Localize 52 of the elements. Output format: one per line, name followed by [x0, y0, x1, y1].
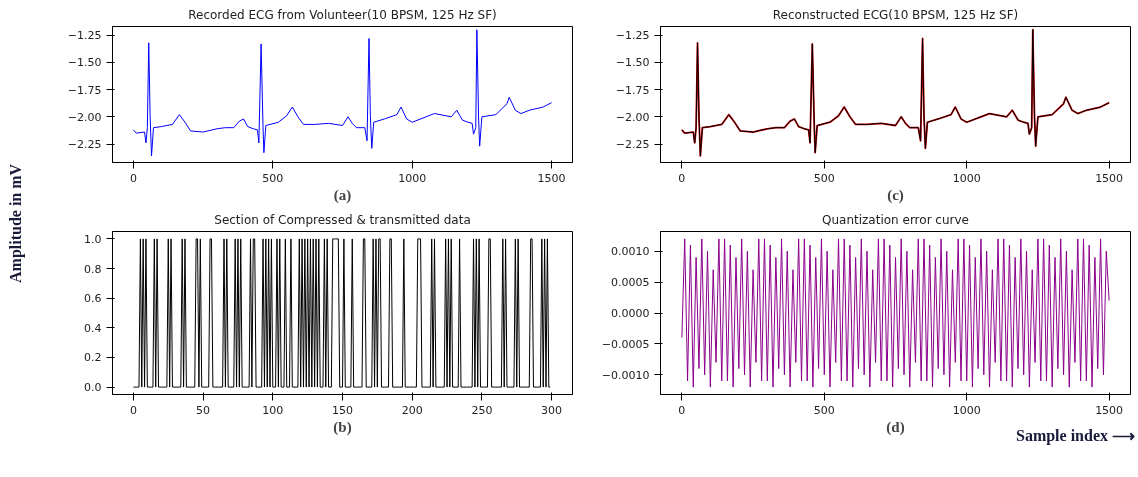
y-tick-label: 0.8	[84, 262, 102, 276]
x-tick-label: 0	[678, 403, 686, 417]
y-tick-label: −1.75	[67, 83, 102, 97]
line-series	[681, 238, 1110, 388]
x-tick-label: 0	[129, 171, 137, 185]
x-tick-label: 50	[196, 403, 211, 417]
x-tick-label: 250	[471, 403, 493, 417]
y-tick-label: −0.0010	[601, 368, 650, 382]
x-tick-label: 1500	[537, 171, 566, 185]
chart-title: Reconstructed ECG(10 BPSM, 125 Hz SF)	[772, 7, 1019, 22]
y-tick-label: −2.00	[67, 110, 102, 124]
x-tick-label: 1000	[952, 171, 981, 185]
y-tick-label: −2.00	[615, 110, 650, 124]
y-tick-label: 1.0	[84, 232, 102, 246]
x-tick-label: 100	[262, 403, 284, 417]
x-tick-label: 1000	[952, 403, 981, 417]
y-tick-label: 0.0000	[611, 307, 650, 320]
chart-title: Recorded ECG from Volunteer(10 BPSM, 125 Hz SF)	[188, 7, 497, 22]
text: (b)	[333, 418, 352, 436]
y-tick-label: −1.75	[615, 83, 650, 97]
x-tick-label: 1500	[1095, 171, 1124, 185]
text: (a)	[333, 186, 352, 204]
y-axis-title: Amplitude in mV	[6, 163, 26, 284]
y-tick-label: −0.0005	[601, 337, 650, 351]
line-series	[132, 29, 553, 157]
y-tick-label: −1.25	[615, 29, 650, 43]
y-tick-label: 0.0005	[611, 276, 650, 290]
chart-title: Quantization error curve	[822, 212, 970, 227]
x-tick-label: 200	[401, 403, 423, 417]
y-tick-label: −2.25	[67, 138, 102, 151]
x-axis-title: Sample index ⟶	[1015, 426, 1135, 447]
y-tick-label: −2.25	[615, 138, 650, 151]
y-tick-label: 0.2	[84, 351, 102, 365]
y-tick-label: 0.0010	[611, 245, 650, 259]
text: (c)	[887, 186, 904, 204]
y-tick-label: 0.6	[84, 292, 102, 306]
y-tick-label: −1.50	[615, 56, 650, 70]
chart-title: Section of Compressed & transmitted data	[214, 212, 471, 227]
y-tick-label: −1.50	[67, 56, 102, 70]
x-tick-label: 0	[129, 403, 137, 417]
y-tick-label: −1.25	[67, 29, 102, 43]
x-tick-label: 1500	[1095, 403, 1124, 417]
x-tick-label: 500	[813, 171, 835, 185]
y-tick-label: 0.4	[84, 321, 102, 335]
y-tick-label: 0.0	[84, 381, 102, 395]
text: (d)	[886, 418, 905, 436]
x-tick-label: 300	[541, 403, 563, 417]
x-tick-label: 0	[678, 171, 686, 185]
x-tick-label: 1000	[398, 171, 427, 185]
x-tick-label: 500	[813, 403, 835, 417]
x-tick-label: 500	[262, 171, 284, 185]
x-tick-label: 150	[332, 403, 353, 417]
